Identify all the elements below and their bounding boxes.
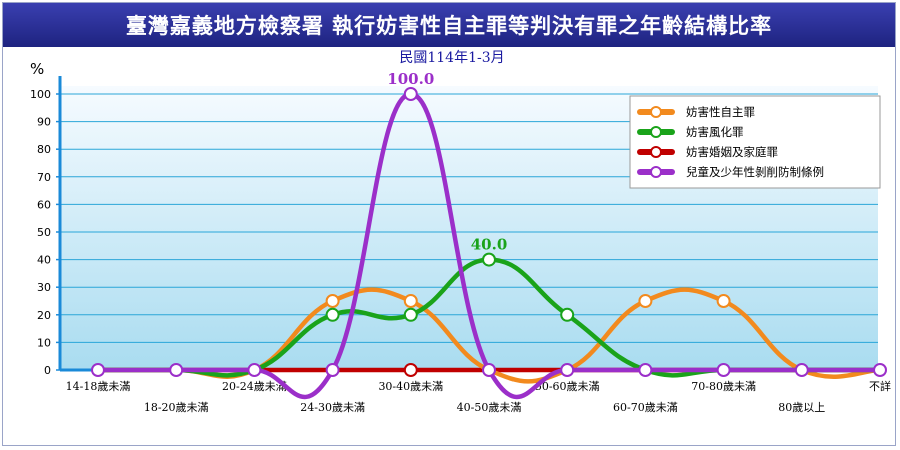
data-point [169, 363, 184, 377]
x-tick-labels: 14-18歲未滿 18-20歲未滿 20-24歲未滿 24-30歲未滿 30-40歲未滿… [66, 370, 891, 414]
y-tick-label: 40 [37, 254, 51, 267]
y-tick-label: 60 [37, 198, 51, 211]
legend-label: 妨害性自主罪 [686, 105, 755, 119]
x-tick-label: 50-60歲未滿 [535, 379, 600, 393]
chart-subtitle: 民國114年1-3月 [399, 50, 504, 66]
data-point [247, 363, 262, 377]
y-tick-label: 90 [37, 116, 51, 129]
data-point [403, 363, 418, 377]
x-tick-label: 70-80歲未滿 [691, 379, 756, 393]
x-tick-label: 40-50歲未滿 [457, 400, 522, 414]
series-markers [91, 87, 887, 377]
data-point [560, 363, 575, 377]
data-point [560, 307, 575, 322]
data-point [91, 363, 105, 377]
legend-label: 妨害風化罪 [686, 125, 744, 139]
chart-title: 臺灣嘉義地方檢察署 執行妨害性自主罪等判決有罪之年齡結構比率 [125, 13, 773, 38]
data-point [638, 294, 653, 308]
data-point [873, 363, 887, 377]
x-tick-label: 30-40歲未滿 [378, 379, 443, 393]
y-tick-label: 100 [30, 88, 51, 101]
y-axis-unit: % [30, 60, 44, 78]
data-label: 100.0 [387, 70, 434, 88]
legend-label: 兒童及少年性剝削防制條例 [686, 165, 824, 179]
x-tick-label: 不詳 [869, 379, 891, 393]
x-tick-label: 20-24歲未滿 [222, 379, 287, 393]
x-tick-label: 60-70歲未滿 [613, 400, 678, 414]
data-point [325, 307, 340, 322]
data-label: 40.0 [471, 236, 508, 254]
legend-marker [650, 166, 662, 178]
data-point [716, 363, 731, 377]
y-tick-label: 10 [37, 336, 51, 349]
x-tick-label: 14-18歲未滿 [66, 379, 131, 393]
y-tick-label: 80 [37, 143, 51, 156]
x-tick-label: 24-30歲未滿 [300, 400, 365, 414]
title-band [3, 3, 895, 47]
y-tick-label: 0 [44, 364, 51, 377]
data-annotations: 100.0 40.0 [387, 70, 507, 254]
data-point [482, 363, 496, 377]
y-tick-label: 20 [37, 309, 51, 322]
legend-marker [650, 106, 662, 118]
data-point [325, 294, 340, 308]
data-point [638, 363, 653, 377]
data-point [403, 294, 418, 308]
legend-label: 妨害婚姻及家庭罪 [686, 145, 778, 159]
y-tick-label: 30 [37, 281, 51, 294]
y-tick-label: 70 [37, 171, 51, 184]
data-point [325, 363, 340, 377]
legend-marker [650, 146, 662, 158]
data-point [403, 87, 418, 101]
x-tick-label: 18-20歲未滿 [144, 400, 209, 414]
data-point [716, 294, 731, 308]
data-point [482, 252, 496, 267]
legend-marker [650, 126, 662, 138]
x-tick-label: 80歲以上 [778, 400, 825, 414]
data-point [794, 363, 809, 377]
y-tick-label: 50 [37, 226, 51, 239]
y-tick-labels: 0 10 20 30 40 50 60 70 80 90 100 [30, 88, 51, 377]
data-point [403, 307, 418, 322]
